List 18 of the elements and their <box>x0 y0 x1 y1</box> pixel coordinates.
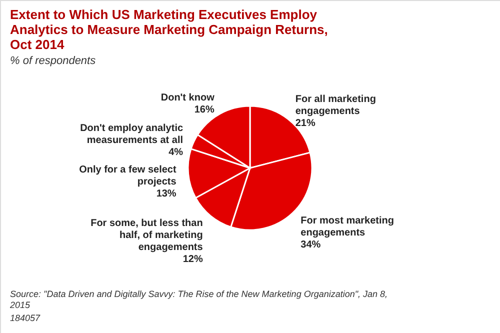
data-label: 12% <box>182 254 203 265</box>
slice-label: For some, but less than half, of marketing engagements <box>90 218 204 253</box>
slice-label: For all marketing engagements <box>295 94 376 117</box>
text: Oct 2014 <box>10 37 64 52</box>
slice-label: Don't employ analytic measurements at all <box>80 122 184 146</box>
slice-label: Only for a few select projects <box>79 164 177 188</box>
data-label: 4% <box>168 146 184 158</box>
slice-label: Don't know <box>160 92 215 104</box>
text: 184057 <box>10 313 42 323</box>
chart-subtitle: % of respondents <box>10 55 96 67</box>
slice-label: For most marketing engagements <box>300 215 394 238</box>
source-note: Source: "Data Driven and Digitally Savvy: The Rise of the New Marketing Organization", Jan 8, 2015 <box>9 289 388 310</box>
data-label: 16% <box>194 104 214 116</box>
text: Analytics to Measure Marketing Campaign Returns, <box>10 22 328 37</box>
data-label: 13% <box>156 188 176 200</box>
data-label: 21% <box>295 118 316 129</box>
data-label: 34% <box>300 239 321 250</box>
text: Extent to Which US Marketing Executives Employ <box>10 7 318 22</box>
